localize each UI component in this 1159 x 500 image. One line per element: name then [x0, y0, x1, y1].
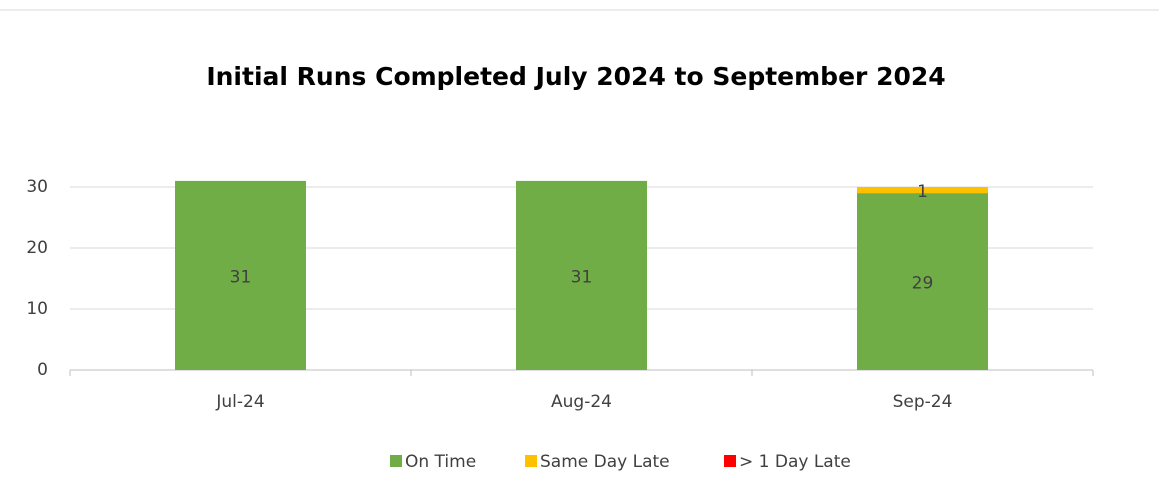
y-tick-label: 20 [26, 238, 48, 258]
bar-segment [175, 180, 306, 370]
chart-title: Initial Runs Completed July 2024 to Sept… [206, 62, 945, 91]
legend-label: > 1 Day Late [739, 452, 851, 472]
y-tick-label: 10 [26, 299, 48, 319]
legend-label: Same Day Late [540, 452, 670, 472]
legend-label: On Time [405, 452, 476, 472]
x-tick-label: Jul-24 [215, 392, 264, 412]
x-tick-label: Sep-24 [893, 392, 953, 412]
x-tick-label: Aug-24 [551, 392, 612, 412]
data-label: 31 [571, 267, 593, 287]
y-tick-label: 0 [37, 360, 48, 380]
legend-swatch [724, 455, 736, 467]
data-label: 29 [912, 274, 934, 294]
legend-swatch [525, 455, 537, 467]
data-label: 1 [917, 182, 928, 202]
bar-segment [516, 180, 647, 370]
y-tick-label: 30 [26, 177, 48, 197]
bar-segment [857, 187, 988, 194]
data-label: 31 [230, 267, 252, 287]
legend-swatch [390, 455, 402, 467]
bar-segment [857, 193, 988, 370]
